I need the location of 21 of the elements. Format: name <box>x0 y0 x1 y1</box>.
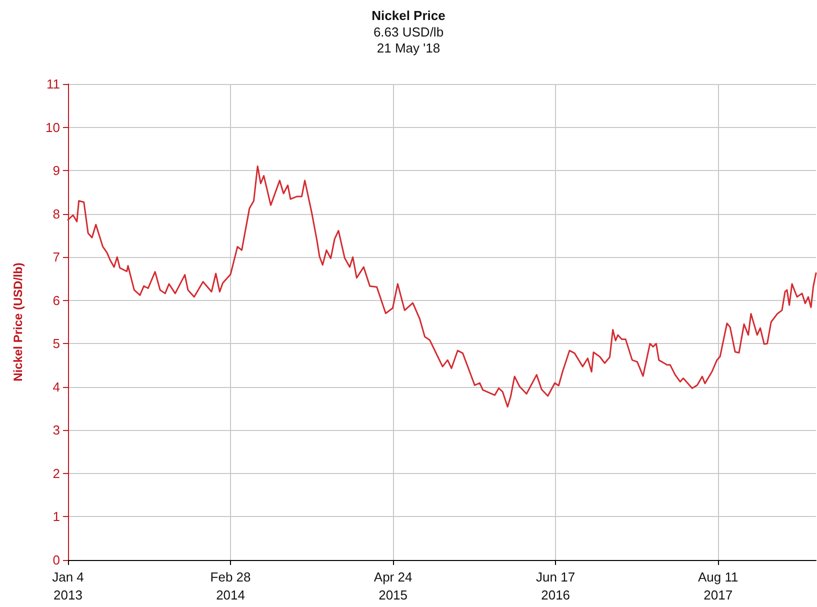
line-series <box>67 165 817 408</box>
y-tick-label: 2 <box>52 466 60 481</box>
y-tick-label: 3 <box>52 422 60 438</box>
y-tick-label: 10 <box>46 120 60 135</box>
x-tick-label: Feb 28 2014 <box>210 570 251 602</box>
x-tick-label: Jun 17 2016 <box>536 570 576 602</box>
x-tick-label: Apr 24 2015 <box>374 570 412 602</box>
x-tick-label: Aug 11 2017 <box>698 570 738 602</box>
chart-title: Nickel Price <box>372 8 446 23</box>
y-tick-label: 8 <box>52 206 60 222</box>
x-tick-label: Jan 4 2013 <box>52 570 84 602</box>
y-tick-label: 5 <box>52 336 60 352</box>
y-tick-label: 4 <box>52 379 60 394</box>
y-tick-label: 0 <box>52 552 60 568</box>
y-tick-label: 6 <box>52 292 60 308</box>
y-tick-label: 11 <box>46 76 60 92</box>
y-tick-label: 1 <box>52 509 60 524</box>
chart-subtitle: 6.63 USD/lb 21 May '18 <box>373 24 444 56</box>
y-tick-label: 7 <box>52 250 60 265</box>
y-tick-label: 9 <box>52 163 60 178</box>
y-axis-title: Nickel Price (USD/lb) <box>11 262 25 382</box>
